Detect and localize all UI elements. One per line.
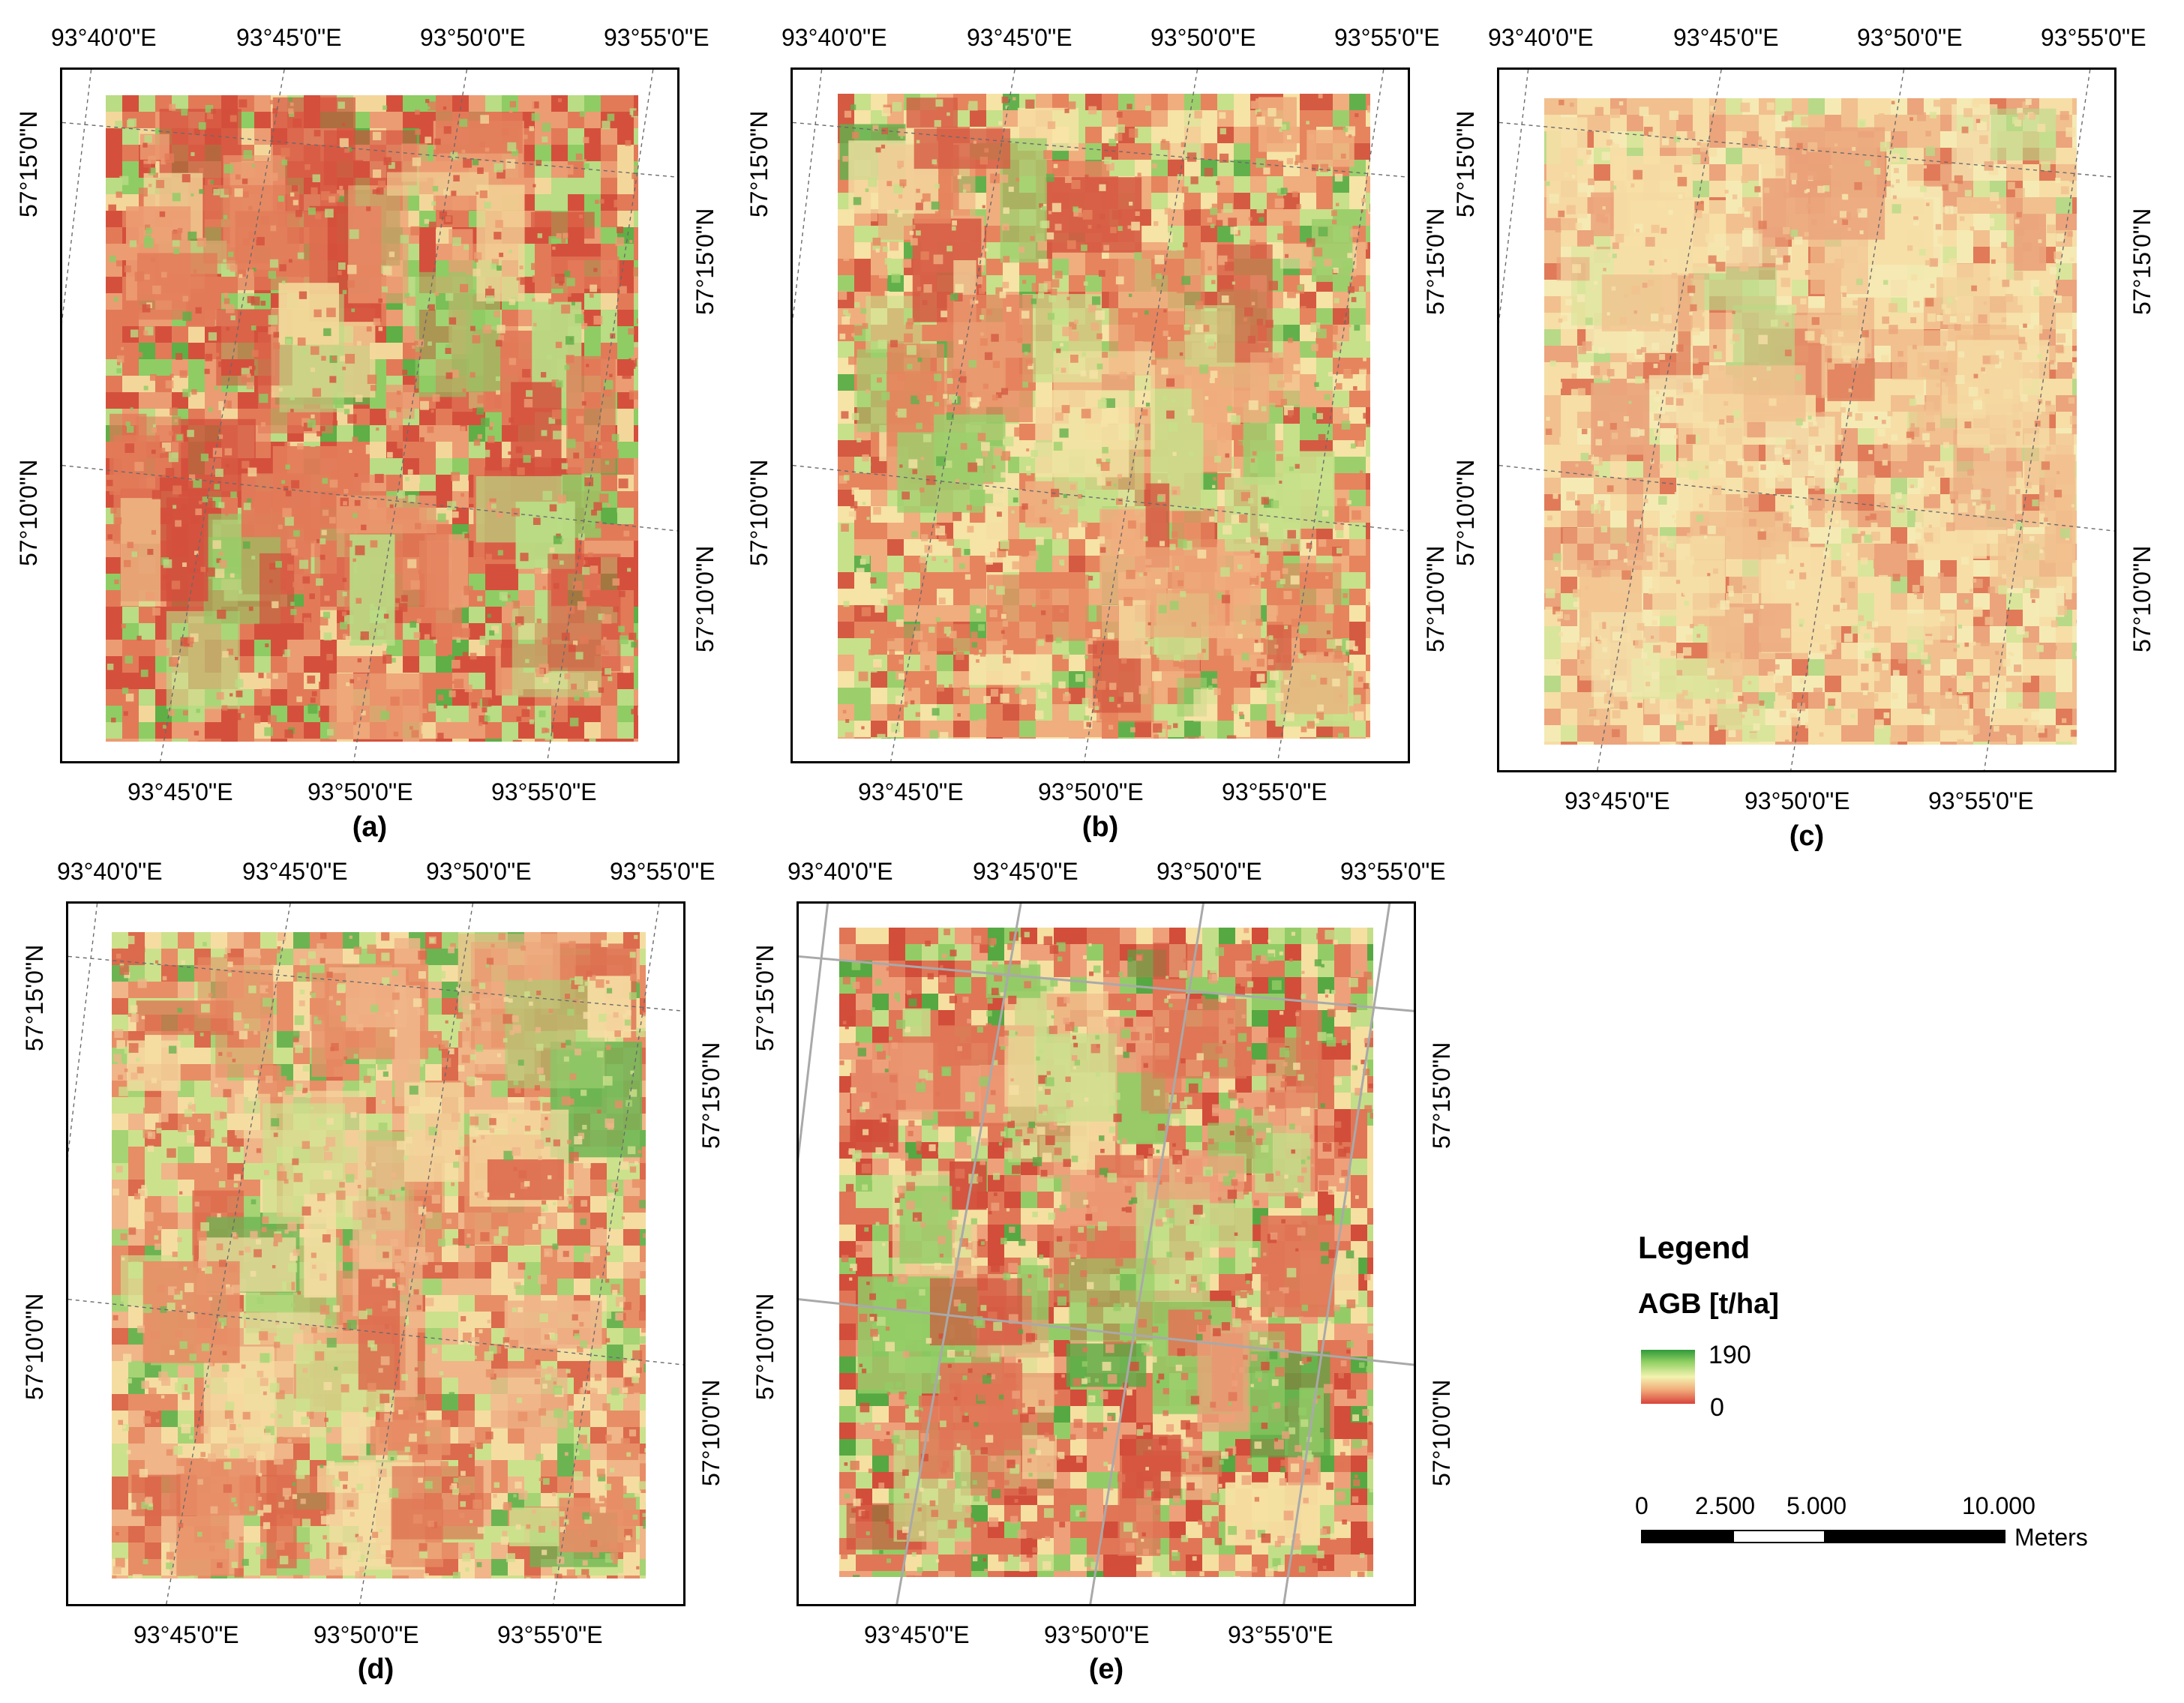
- top-lon-label-b-1: 93°45'0"E: [967, 24, 1072, 51]
- bottom-lon-label-d-2: 93°55'0"E: [497, 1621, 603, 1648]
- legend-title: Legend: [1638, 1230, 1750, 1265]
- top-lon-label-b-2: 93°50'0"E: [1150, 24, 1256, 51]
- agb-raster: [1544, 98, 2077, 745]
- bottom-lon-label-a-2: 93°55'0"E: [491, 778, 597, 805]
- top-lon-label-e-1: 93°45'0"E: [973, 858, 1078, 885]
- map-frame-e: [796, 901, 1416, 1606]
- top-lon-label-e-3: 93°55'0"E: [1340, 858, 1446, 885]
- map-raster-d: [112, 932, 646, 1579]
- panel-label-c: (c): [1789, 820, 1825, 852]
- scale-unit: Meters: [2014, 1524, 2088, 1551]
- bottom-lon-label-b-1: 93°50'0"E: [1038, 778, 1144, 805]
- map-frame-c: [1497, 67, 2116, 772]
- top-lon-label-c-3: 93°55'0"E: [2041, 24, 2146, 51]
- right-lat-label-c-1: 57°10'0"N: [2128, 545, 2156, 652]
- map-raster-a: [106, 95, 638, 742]
- top-lon-label-a-1: 93°45'0"E: [236, 24, 342, 51]
- right-lat-label-a-1: 57°10'0"N: [692, 545, 718, 652]
- top-lon-label-a-2: 93°50'0"E: [420, 24, 526, 51]
- right-lat-label-a-0: 57°15'0"N: [692, 208, 718, 315]
- right-lat-label-d-0: 57°15'0"N: [698, 1042, 724, 1149]
- bottom-lon-label-a-0: 93°45'0"E: [128, 778, 233, 805]
- agb-raster: [112, 932, 646, 1579]
- top-lon-label-d-1: 93°45'0"E: [242, 858, 348, 885]
- bottom-lon-label-a-1: 93°50'0"E: [308, 778, 413, 805]
- right-lat-label-b-0: 57°15'0"N: [1422, 208, 1449, 315]
- legend-variable: AGB [t/ha]: [1638, 1288, 1779, 1320]
- bottom-lon-label-d-1: 93°50'0"E: [314, 1621, 419, 1648]
- left-lat-label-a-1: 57°10'0"N: [15, 459, 42, 566]
- left-lat-label-e-0: 57°15'0"N: [752, 944, 778, 1051]
- top-lon-label-a-3: 93°55'0"E: [604, 24, 710, 51]
- bottom-lon-label-e-1: 93°50'0"E: [1044, 1621, 1150, 1648]
- scale-tick-0: 0: [1635, 1492, 1648, 1519]
- top-lon-label-b-3: 93°55'0"E: [1334, 24, 1440, 51]
- top-lon-label-c-0: 93°40'0"E: [1488, 24, 1594, 51]
- color-ramp: [1641, 1350, 1695, 1404]
- top-lon-label-d-3: 93°55'0"E: [610, 858, 716, 885]
- left-lat-label-a-0: 57°15'0"N: [15, 110, 42, 217]
- panel-label-b: (b): [1082, 811, 1119, 843]
- panel-label-a: (a): [352, 811, 388, 843]
- right-lat-label-e-0: 57°15'0"N: [1428, 1042, 1455, 1149]
- top-lon-label-b-0: 93°40'0"E: [782, 24, 887, 51]
- top-lon-label-c-1: 93°45'0"E: [1673, 24, 1779, 51]
- bottom-lon-label-c-0: 93°45'0"E: [1564, 787, 1670, 814]
- right-lat-label-c-0: 57°15'0"N: [2128, 208, 2156, 315]
- scale-bar: [1641, 1530, 2006, 1543]
- top-lon-label-d-0: 93°40'0"E: [57, 858, 163, 885]
- left-lat-label-d-1: 57°10'0"N: [21, 1293, 48, 1400]
- bottom-lon-label-e-2: 93°55'0"E: [1228, 1621, 1334, 1648]
- bottom-lon-label-b-0: 93°45'0"E: [858, 778, 964, 805]
- left-lat-label-d-0: 57°15'0"N: [21, 944, 48, 1051]
- agb-raster: [106, 95, 638, 742]
- ramp-min-label: 0: [1710, 1393, 1724, 1422]
- left-lat-label-c-0: 57°15'0"N: [1452, 110, 1479, 217]
- scale-tick-2: 5.000: [1786, 1492, 1847, 1519]
- bottom-lon-label-c-1: 93°50'0"E: [1744, 787, 1850, 814]
- map-raster-c: [1544, 98, 2077, 745]
- left-lat-label-b-1: 57°10'0"N: [746, 459, 772, 566]
- ramp-max-label: 190: [1708, 1341, 1751, 1369]
- top-lon-label-d-2: 93°50'0"E: [426, 858, 532, 885]
- map-frame-d: [66, 901, 686, 1606]
- agb-raster: [838, 94, 1370, 739]
- top-lon-label-e-0: 93°40'0"E: [788, 858, 893, 885]
- bottom-lon-label-b-2: 93°55'0"E: [1222, 778, 1328, 805]
- scale-tick-3: 10.000: [1962, 1492, 2036, 1519]
- right-lat-label-b-1: 57°10'0"N: [1422, 545, 1449, 652]
- legend: Legend AGB [t/ha] 190 0 0 2.500 5.000 10…: [1635, 1230, 2115, 1567]
- top-lon-label-a-0: 93°40'0"E: [51, 24, 157, 51]
- map-frame-a: [60, 67, 680, 763]
- map-raster-e: [839, 928, 1373, 1577]
- left-lat-label-c-1: 57°10'0"N: [1452, 459, 1479, 566]
- scale-tick-1: 2.500: [1695, 1492, 1756, 1519]
- right-lat-label-e-1: 57°10'0"N: [1428, 1379, 1455, 1486]
- bottom-lon-label-d-0: 93°45'0"E: [134, 1621, 239, 1648]
- top-lon-label-e-2: 93°50'0"E: [1156, 858, 1262, 885]
- panel-label-e: (e): [1088, 1654, 1124, 1685]
- bottom-lon-label-e-0: 93°45'0"E: [864, 1621, 970, 1648]
- map-frame-b: [790, 67, 1410, 763]
- panel-label-d: (d): [357, 1654, 394, 1685]
- left-lat-label-e-1: 57°10'0"N: [752, 1293, 778, 1400]
- bottom-lon-label-c-2: 93°55'0"E: [1928, 787, 2034, 814]
- agb-raster: [839, 928, 1373, 1577]
- map-raster-b: [838, 94, 1370, 739]
- top-lon-label-c-2: 93°50'0"E: [1857, 24, 1963, 51]
- left-lat-label-b-0: 57°15'0"N: [746, 110, 772, 217]
- right-lat-label-d-1: 57°10'0"N: [698, 1379, 724, 1486]
